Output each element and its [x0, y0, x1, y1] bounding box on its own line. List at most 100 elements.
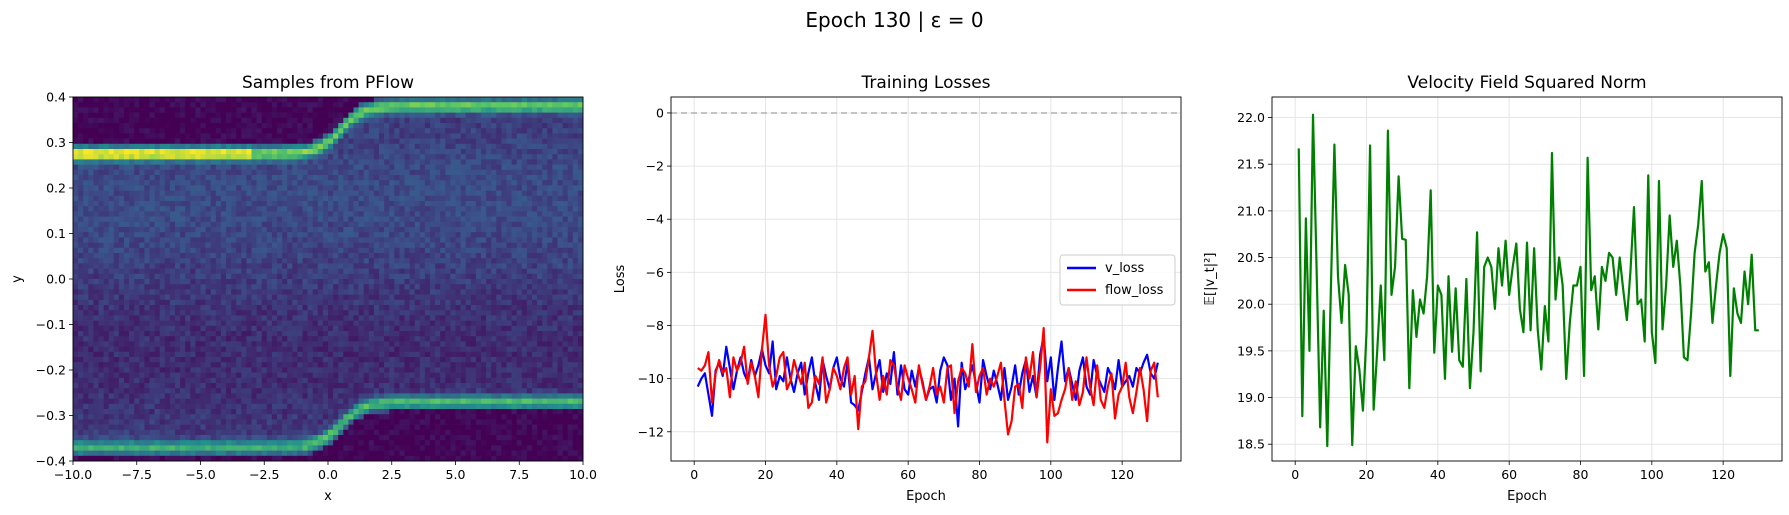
- heatmap-cell: [440, 346, 446, 353]
- heatmap-cell: [200, 123, 206, 129]
- heatmap-cell: [271, 310, 278, 316]
- heatmap-cell: [496, 232, 502, 238]
- heatmap-cell: [159, 102, 166, 108]
- heatmap-cell: [297, 123, 303, 129]
- heatmap-cell: [491, 185, 497, 191]
- heatmap-cell: [149, 346, 155, 353]
- heatmap-cell: [169, 164, 176, 171]
- heatmap-cell: [511, 206, 518, 212]
- heatmap-cell: [164, 117, 171, 124]
- heatmap-cell: [414, 227, 421, 233]
- heatmap-cell: [256, 284, 263, 290]
- heatmap-cell: [577, 331, 584, 337]
- heatmap-cell: [139, 227, 145, 233]
- heatmap-cell: [108, 310, 115, 316]
- heatmap-cell: [399, 107, 405, 113]
- heatmap-cell: [251, 325, 257, 332]
- heatmap-cell: [577, 247, 584, 254]
- heatmap-cell: [399, 123, 405, 129]
- heatmap-cell: [567, 253, 574, 259]
- heatmap-cell: [542, 320, 548, 327]
- heatmap-cell: [399, 315, 405, 321]
- heatmap-cell: [460, 169, 467, 176]
- heatmap-cell: [297, 305, 303, 311]
- heatmap-cell: [205, 273, 212, 280]
- heatmap-cell: [302, 315, 308, 321]
- heatmap-cell: [139, 258, 145, 264]
- heatmap-cell: [297, 310, 303, 316]
- heatmap-cell: [215, 128, 222, 134]
- heatmap-cell: [557, 159, 563, 165]
- heatmap-cell: [200, 97, 206, 103]
- heatmap-cell: [129, 294, 135, 301]
- heatmap-cell: [450, 273, 456, 280]
- heatmap-cell: [572, 154, 579, 160]
- heatmap-cell: [282, 180, 288, 186]
- heatmap-cell: [292, 320, 298, 327]
- heatmap-cell: [572, 331, 579, 337]
- heatmap-cell: [562, 346, 569, 353]
- heatmap-cell: [195, 206, 201, 212]
- heatmap-cell: [577, 175, 584, 181]
- heatmap-cell: [521, 258, 528, 264]
- heatmap-cell: [169, 305, 176, 311]
- heatmap-cell: [348, 351, 354, 358]
- heatmap-cell: [144, 310, 150, 316]
- heatmap-cell: [501, 351, 507, 358]
- heatmap-cell: [185, 294, 191, 301]
- heatmap-cell: [317, 242, 324, 249]
- heatmap-cell: [348, 195, 354, 202]
- heatmap-cell: [430, 336, 436, 342]
- heatmap-cell: [282, 175, 288, 181]
- heatmap-cell: [134, 180, 140, 186]
- heatmap-cell: [348, 169, 354, 176]
- heatmap-cell: [445, 133, 451, 139]
- heatmap-cell: [246, 299, 252, 306]
- heatmap-cell: [200, 190, 206, 197]
- heatmap-cell: [424, 128, 431, 134]
- heatmap-cell: [409, 315, 416, 321]
- heatmap-cell: [129, 289, 135, 295]
- heatmap-cell: [450, 294, 456, 301]
- heatmap-cell: [542, 294, 548, 301]
- heatmap-cell: [322, 247, 329, 254]
- heatmap-cell: [460, 242, 467, 249]
- heatmap-cell: [496, 294, 502, 301]
- heatmap-cell: [516, 305, 523, 311]
- heatmap-cell: [180, 102, 186, 108]
- heatmap-cell: [236, 128, 242, 134]
- heatmap-cell: [506, 232, 512, 238]
- heatmap-cell: [190, 258, 196, 264]
- heatmap-cell: [256, 294, 263, 301]
- heatmap-cell: [486, 320, 492, 327]
- heatmap-cell: [251, 159, 257, 165]
- heatmap-cell: [440, 112, 446, 119]
- heatmap-cell: [98, 351, 104, 358]
- heatmap-cell: [108, 143, 115, 150]
- heatmap-cell: [297, 201, 303, 207]
- heatmap-cell: [379, 180, 385, 186]
- heatmap-cell: [322, 138, 329, 145]
- heatmap-cell: [103, 263, 110, 269]
- heatmap-cell: [542, 336, 548, 342]
- heatmap-cell: [261, 169, 268, 176]
- heatmap-cell: [200, 263, 206, 269]
- heatmap-cell: [124, 102, 130, 108]
- heatmap-cell: [409, 133, 416, 139]
- heatmap-cell: [118, 253, 125, 259]
- heatmap-cell: [149, 112, 155, 119]
- heatmap-cell: [409, 341, 416, 347]
- heatmap-cell: [83, 289, 89, 295]
- heatmap-cell: [440, 320, 446, 327]
- heatmap-cell: [526, 149, 533, 155]
- heatmap-cell: [307, 320, 314, 327]
- heatmap-cell: [526, 117, 533, 124]
- heatmap-cell: [399, 346, 405, 353]
- heatmap-cell: [236, 97, 242, 103]
- heatmap-cell: [195, 138, 201, 145]
- heatmap-cell: [445, 325, 451, 332]
- heatmap-cell: [236, 169, 242, 176]
- heatmap-cell: [169, 258, 176, 264]
- heatmap-cell: [363, 258, 370, 264]
- heatmap-cell: [108, 242, 115, 249]
